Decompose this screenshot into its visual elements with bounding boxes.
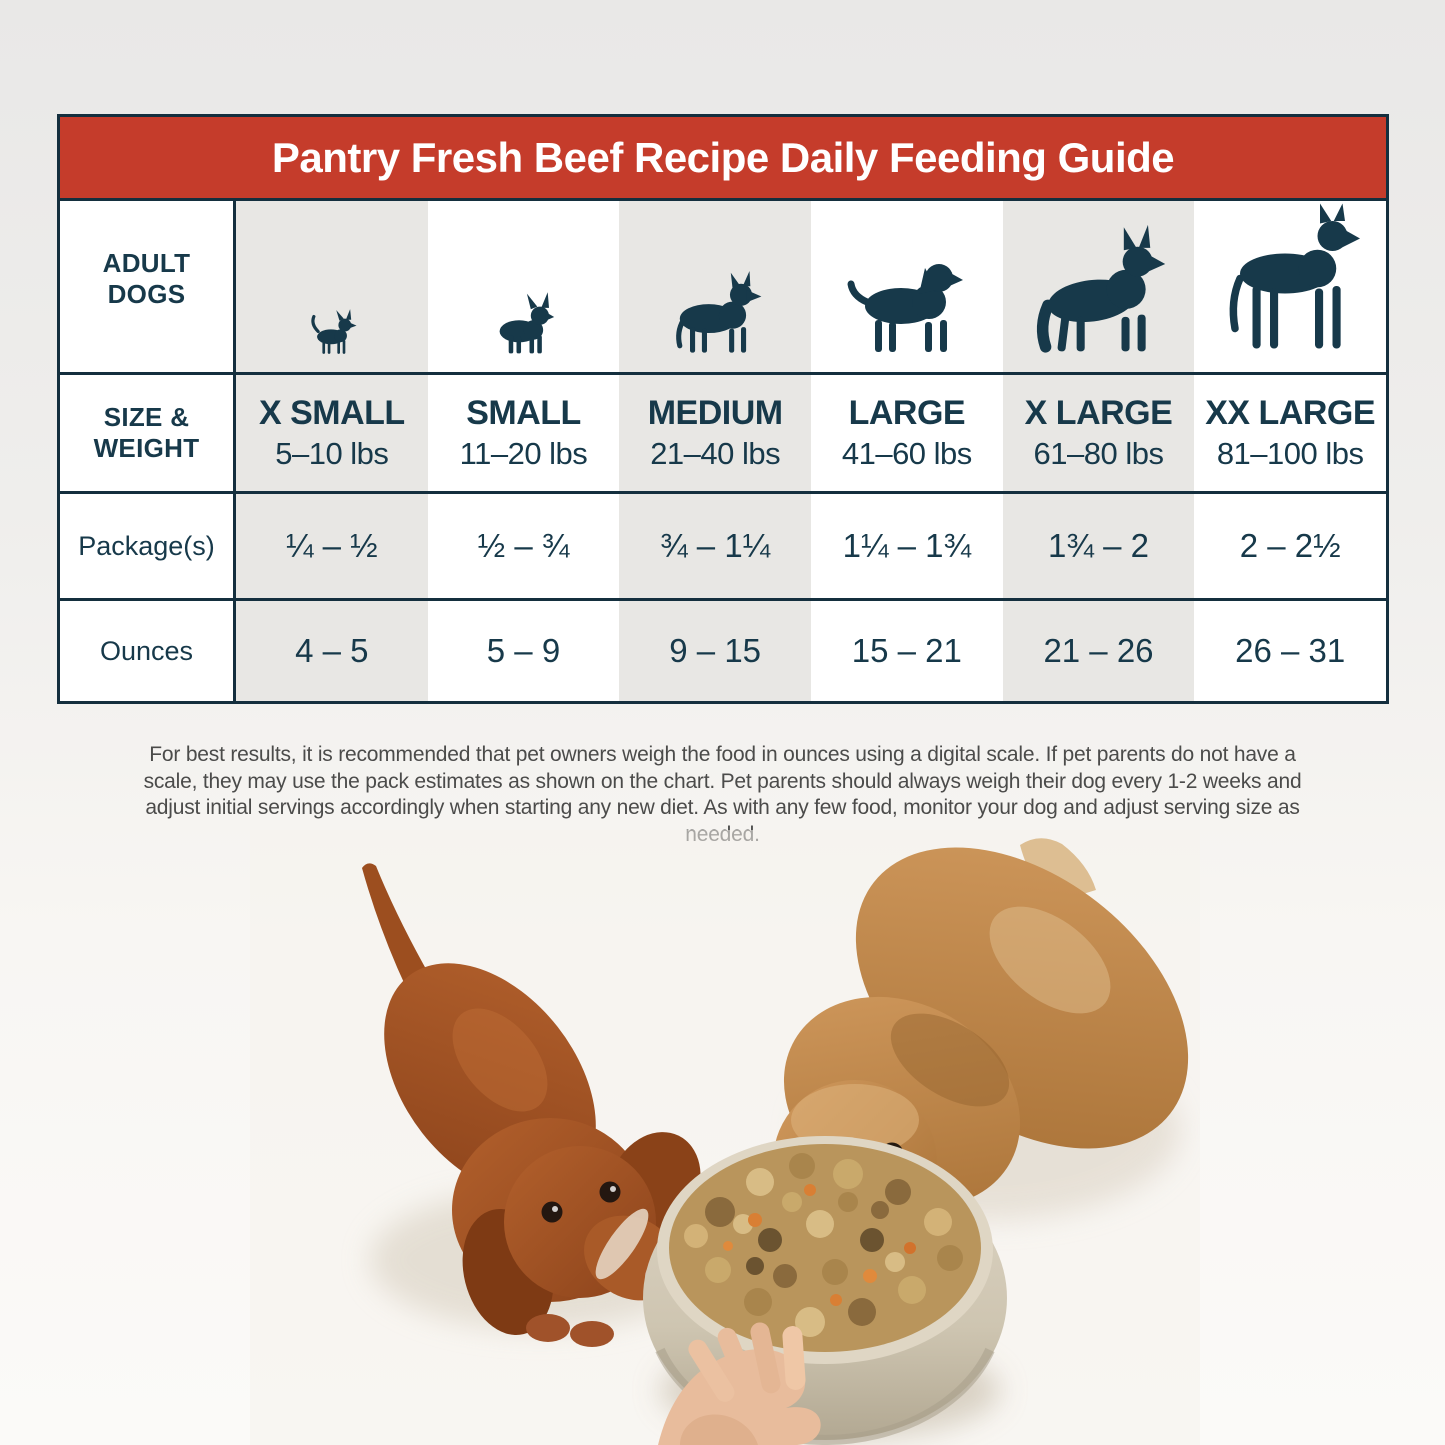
weight-range: 41–60 lbs bbox=[841, 436, 972, 471]
ounces-value: 4 – 5 bbox=[295, 632, 369, 669]
ounces-value: 15 – 21 bbox=[851, 632, 962, 669]
chihuahua-icon bbox=[311, 309, 357, 354]
pit-bull-icon bbox=[675, 271, 762, 353]
ounces-value: 26 – 31 bbox=[1235, 632, 1346, 669]
packages-value: ½ – ¾ bbox=[477, 527, 570, 564]
size-name: LARGE bbox=[848, 394, 966, 432]
ounces-cell-xsmall: 4 – 5 bbox=[236, 601, 428, 701]
packages-value: ¾ – 1¼ bbox=[660, 527, 771, 564]
packages-value: 1¾ – 2 bbox=[1048, 527, 1149, 564]
packages-cell-small: ½ – ¾ bbox=[427, 494, 620, 601]
ounces-value: 5 – 9 bbox=[486, 632, 561, 669]
table-title: Pantry Fresh Beef Recipe Daily Feeding G… bbox=[271, 133, 1175, 181]
weight-range: 21–40 lbs bbox=[650, 436, 781, 471]
dog-cell-large bbox=[811, 201, 1003, 375]
packages-cell-xxlarge: 2 – 2½ bbox=[1194, 494, 1386, 601]
row-label-size-weight: SIZE & WEIGHT bbox=[60, 375, 236, 494]
dog-cell-medium bbox=[619, 201, 811, 375]
size-name: X SMALL bbox=[258, 394, 405, 432]
size-cell-xsmall: X SMALL 5–10 lbs bbox=[236, 375, 428, 494]
feeding-note: For best results, it is recommended that… bbox=[143, 743, 1302, 846]
size-name: X LARGE bbox=[1024, 394, 1173, 432]
size-name: XX LARGE bbox=[1205, 394, 1376, 432]
ounces-cell-medium: 9 – 15 bbox=[619, 601, 811, 701]
packages-cell-large: 1¼ – 1¾ bbox=[811, 494, 1003, 601]
weight-range: 11–20 lbs bbox=[459, 436, 588, 471]
packages-cell-medium: ¾ – 1¼ bbox=[619, 494, 811, 601]
hand bbox=[658, 1322, 821, 1445]
packages-value: ¼ – ½ bbox=[285, 527, 378, 564]
size-cell-small: SMALL 11–20 lbs bbox=[427, 375, 620, 494]
size-weight-label: SIZE & WEIGHT bbox=[93, 402, 200, 463]
row-label-packages: Package(s) bbox=[60, 494, 236, 601]
ounces-value: 21 – 26 bbox=[1043, 632, 1154, 669]
size-cell-large: LARGE 41–60 lbs bbox=[811, 375, 1003, 494]
size-cell-xxlarge: XX LARGE 81–100 lbs bbox=[1194, 375, 1386, 494]
ounces-cell-xlarge: 21 – 26 bbox=[1002, 601, 1195, 701]
labrador-icon bbox=[847, 264, 963, 352]
size-name: SMALL bbox=[466, 394, 581, 432]
ounces-value: 9 – 15 bbox=[669, 632, 762, 669]
weight-range: 61–80 lbs bbox=[1033, 436, 1164, 471]
great-dane-icon bbox=[1229, 203, 1361, 349]
table-header-banner: Pantry Fresh Beef Recipe Daily Feeding G… bbox=[60, 117, 1386, 201]
ounces-cell-large: 15 – 21 bbox=[811, 601, 1003, 701]
german-shepherd-icon bbox=[1036, 224, 1166, 353]
dog-cell-xsmall bbox=[236, 201, 428, 375]
ounces-cell-xxlarge: 26 – 31 bbox=[1194, 601, 1386, 701]
packages-label: Package(s) bbox=[78, 530, 215, 561]
food-texture bbox=[684, 1153, 963, 1337]
dog-cell-xxlarge bbox=[1194, 201, 1386, 375]
weight-range: 5–10 lbs bbox=[275, 436, 389, 471]
packages-cell-xsmall: ¼ – ½ bbox=[236, 494, 428, 601]
ounces-label: Ounces bbox=[99, 635, 194, 666]
packages-value: 1¼ – 1¾ bbox=[842, 527, 972, 564]
size-name: MEDIUM bbox=[647, 394, 783, 432]
packages-cell-xlarge: 1¾ – 2 bbox=[1002, 494, 1195, 601]
weight-range: 81–100 lbs bbox=[1216, 436, 1364, 471]
feeding-grid: ADULT DOGS bbox=[60, 201, 1386, 701]
row-label-ounces: Ounces bbox=[60, 601, 236, 701]
dog-cell-small bbox=[427, 201, 620, 375]
size-cell-xlarge: X LARGE 61–80 lbs bbox=[1002, 375, 1195, 494]
size-cell-medium: MEDIUM 21–40 lbs bbox=[619, 375, 811, 494]
photo-two-dogs-with-bowl bbox=[250, 830, 1200, 1445]
row-label-adult-dogs: ADULT DOGS bbox=[60, 201, 236, 375]
adult-dogs-label: ADULT DOGS bbox=[102, 247, 191, 309]
french-bulldog-icon bbox=[500, 292, 555, 354]
left-dachshund bbox=[362, 863, 701, 1347]
feeding-guide-table: Pantry Fresh Beef Recipe Daily Feeding G… bbox=[57, 114, 1389, 704]
dog-cell-xlarge bbox=[1002, 201, 1195, 375]
ounces-cell-small: 5 – 9 bbox=[427, 601, 620, 701]
packages-value: 2 – 2½ bbox=[1239, 527, 1341, 564]
